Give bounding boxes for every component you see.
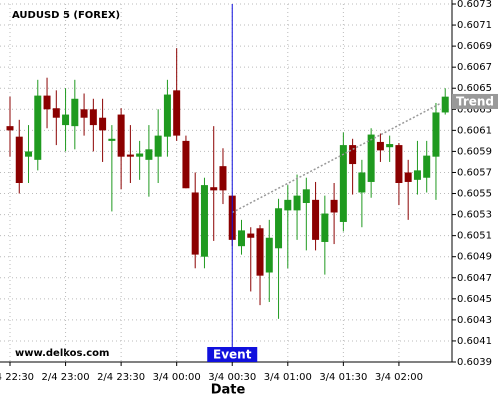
- y-tick-label: 0.6073: [457, 0, 492, 10]
- candle-body: [117, 114, 125, 157]
- candle-body: [256, 228, 264, 276]
- candle-body: [247, 233, 255, 238]
- candle-body: [302, 189, 310, 204]
- y-tick-label: 0.6047: [457, 273, 492, 284]
- trend-line: [231, 102, 442, 214]
- x-tick-label: 2/4 23:00: [42, 372, 90, 383]
- candle-body: [163, 94, 171, 137]
- candle-body: [395, 145, 403, 183]
- y-tick-label: 0.6043: [457, 315, 492, 326]
- candle-body: [321, 213, 329, 242]
- candle-body: [126, 154, 134, 157]
- x-tick-label: 3/4 02:00: [375, 372, 423, 383]
- y-tick-label: 0.6051: [457, 231, 492, 242]
- trend-badge: [452, 93, 498, 109]
- candle-body: [145, 149, 153, 160]
- candle-body: [441, 96, 449, 113]
- candle-body: [200, 185, 208, 257]
- y-tick-label: 0.6057: [457, 167, 492, 178]
- event-label: Event: [213, 348, 252, 362]
- candle-body: [108, 138, 116, 141]
- candle-body: [210, 187, 218, 191]
- candle-body: [25, 151, 33, 157]
- y-tick-label: 0.6071: [457, 20, 492, 31]
- y-tick-label: 0.6039: [457, 357, 492, 368]
- x-tick-label: 2/4 22:30: [0, 372, 34, 383]
- x-axis-label: Date: [211, 383, 246, 398]
- candle-body: [62, 114, 70, 126]
- candle-body: [339, 145, 347, 222]
- y-tick-label: 0.6041: [457, 336, 492, 347]
- candle-body: [330, 199, 338, 213]
- y-tick-label: 0.6061: [457, 125, 492, 136]
- candle-body: [52, 108, 60, 118]
- candle-body: [413, 170, 421, 180]
- y-tick-label: 0.6059: [457, 146, 492, 157]
- candle-body: [275, 208, 283, 249]
- y-tick-label: 0.6055: [457, 189, 492, 200]
- candle-body: [404, 172, 412, 182]
- candle-body: [34, 95, 42, 160]
- candle-body: [358, 172, 366, 193]
- candle-body: [99, 117, 107, 131]
- candle-body: [80, 109, 88, 118]
- candle-body: [89, 109, 97, 126]
- candle-body: [43, 95, 51, 110]
- candle-body: [423, 155, 431, 178]
- candle-body: [136, 153, 144, 157]
- event-badge: [207, 347, 258, 362]
- candle-body: [182, 140, 190, 189]
- candle-body: [386, 144, 394, 148]
- candle-body: [367, 134, 375, 182]
- candle-body: [349, 145, 357, 165]
- candle-body: [432, 112, 440, 157]
- chart-title: AUDUSD 5 (FOREX): [12, 10, 120, 21]
- x-tick-label: 3/4 00:00: [153, 372, 201, 383]
- candle-body: [6, 126, 14, 131]
- candle-body: [238, 230, 245, 247]
- trend-label: Trend: [456, 94, 494, 108]
- x-tick-label: 2/4 23:30: [97, 372, 145, 383]
- y-tick-label: 0.6063: [457, 104, 492, 115]
- candle-body: [191, 192, 199, 255]
- candle-body: [15, 136, 23, 183]
- watermark: www.delkos.com: [15, 348, 109, 359]
- candle-body: [154, 135, 162, 157]
- x-tick-label: 3/4 00:30: [208, 372, 256, 383]
- y-tick-label: 0.6067: [457, 62, 492, 73]
- candle-body: [284, 199, 292, 211]
- candle-body: [376, 141, 384, 151]
- y-tick-label: 0.6049: [457, 252, 492, 263]
- y-tick-label: 0.6045: [457, 294, 492, 305]
- candle-body: [71, 98, 79, 127]
- candle-body: [293, 195, 301, 211]
- y-tick-label: 0.6065: [457, 83, 492, 94]
- y-tick-label: 0.6069: [457, 41, 492, 52]
- y-tick-label: 0.6053: [457, 210, 492, 221]
- x-tick-label: 3/4 01:30: [319, 372, 367, 383]
- candle-body: [312, 199, 320, 240]
- candle-body: [265, 237, 273, 273]
- candle-body: [173, 90, 181, 136]
- candle-body: [219, 166, 227, 191]
- x-tick-label: 3/4 01:00: [264, 372, 312, 383]
